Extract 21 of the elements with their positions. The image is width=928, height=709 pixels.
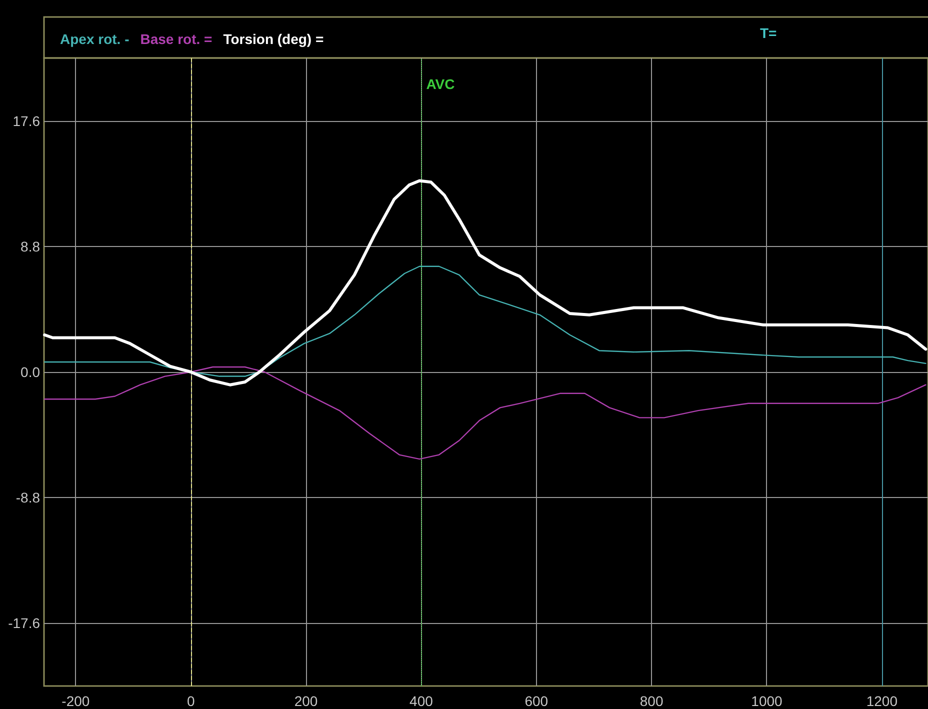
x-tick-label: -200 xyxy=(62,693,90,709)
x-tick-label: 800 xyxy=(640,693,664,709)
x-tick-label: 1200 xyxy=(866,693,898,709)
y-tick-label: 0.0 xyxy=(20,364,40,380)
x-tick-label: 200 xyxy=(294,693,318,709)
y-tick-label: 17.6 xyxy=(12,112,40,129)
x-tick-label: 0 xyxy=(186,693,195,709)
line-series xyxy=(43,179,928,386)
y-tick-label: -17.6 xyxy=(8,615,40,632)
x-tick-label: 600 xyxy=(524,693,548,709)
text: Apex rot. - xyxy=(60,31,130,47)
y-tick-label: 8.8 xyxy=(20,238,40,254)
text: T= xyxy=(760,25,777,41)
y-tick-label: -8.8 xyxy=(16,490,40,506)
x-tick-label: 1000 xyxy=(751,693,783,709)
ref-line-label: AVC xyxy=(426,76,455,92)
text: Torsion (deg) = xyxy=(223,31,324,47)
line-series xyxy=(44,266,926,377)
line-series xyxy=(44,366,926,460)
x-tick-label: 400 xyxy=(410,693,434,709)
text: Base rot. = xyxy=(140,31,212,47)
